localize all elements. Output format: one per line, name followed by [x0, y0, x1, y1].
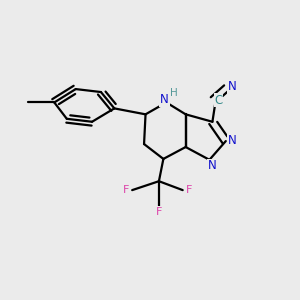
Text: F: F	[186, 184, 192, 194]
Text: N: N	[208, 159, 217, 172]
Text: F: F	[122, 184, 129, 194]
Text: F: F	[156, 207, 162, 217]
Text: N: N	[160, 93, 169, 106]
Text: C: C	[214, 94, 223, 106]
Text: H: H	[170, 88, 178, 98]
Text: N: N	[228, 134, 237, 147]
Text: N: N	[228, 80, 237, 94]
